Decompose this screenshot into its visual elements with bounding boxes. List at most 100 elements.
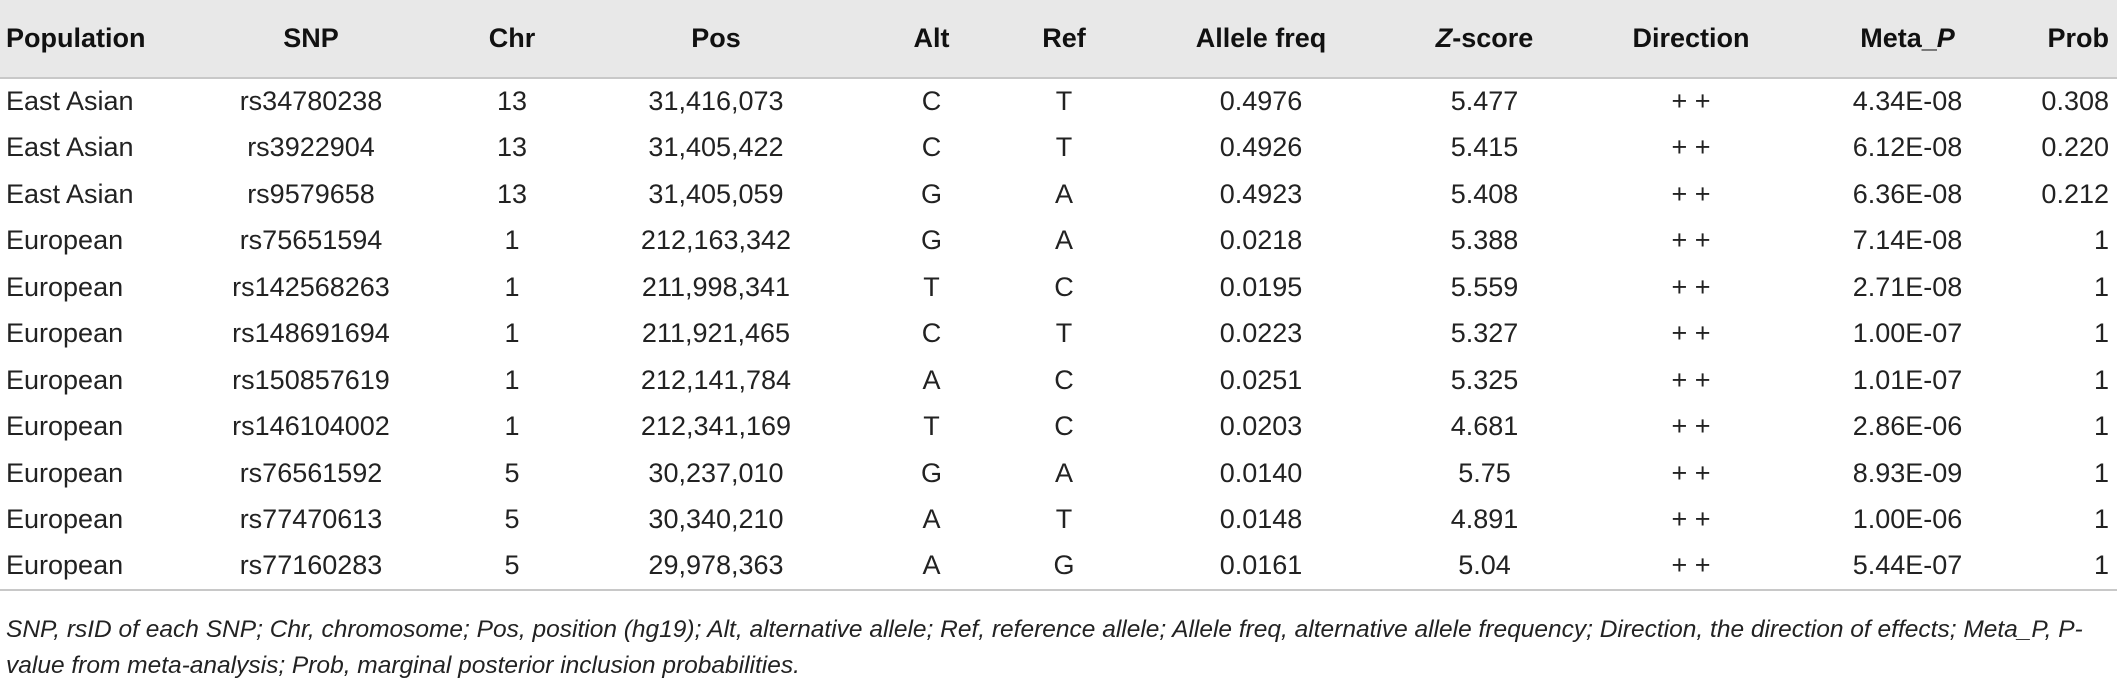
cell-alt: T <box>923 271 940 302</box>
cell-z-score: 5.415 <box>1450 132 1519 163</box>
cell-allele-freq: 0.0148 <box>1219 504 1303 535</box>
cell-alt: A <box>922 504 941 535</box>
cell-chr: 5 <box>457 543 567 591</box>
header-ref: Ref <box>998 0 1130 79</box>
cell-pos: 212,341,169 <box>640 411 792 442</box>
cell-meta-p: 1.00E-06 <box>1852 504 1963 535</box>
cell-prob: 0.212 <box>2041 178 2109 209</box>
cell-direction: + + <box>1671 132 1711 163</box>
cell-snp: rs9579658 <box>247 178 375 209</box>
table-row: European rs75651594 1 212,163,342 G A 0.0218 5.… <box>0 218 2117 265</box>
table-row: European rs146104002 1 212,341,169 T C 0.0203 4… <box>0 404 2117 451</box>
cell-allele-freq: 0.0223 <box>1219 318 1303 349</box>
cell-chr: 13 <box>496 132 528 163</box>
cell-ref: T <box>1055 86 1073 117</box>
cell-ref: A <box>1054 178 1073 209</box>
header-snp: SNP <box>165 0 457 79</box>
header-z-score-italic: Z <box>1435 23 1453 53</box>
cell-population: European <box>6 271 124 302</box>
cell-chr: 1 <box>504 318 520 349</box>
cell-pos: 212,141,784 <box>640 364 792 395</box>
cell-snp: rs76561592 <box>239 457 383 488</box>
cell-allele-freq: 0.4926 <box>1219 132 1303 163</box>
table-row: European rs150857619 1 212,141,784 A C 0.0251 5… <box>0 357 2117 404</box>
table-row: European rs142568263 1 211,998,341 T C 0.0195 5… <box>0 264 2117 311</box>
header-direction: Direction <box>1577 0 1805 79</box>
cell-ref: C <box>1054 411 1074 442</box>
cell-prob: 0.220 <box>2041 132 2109 163</box>
cell-population: European <box>6 364 124 395</box>
cell-chr: 5 <box>504 504 520 535</box>
cell-snp: rs150857619 <box>232 364 390 395</box>
cell-meta-p: 5.44E-07 <box>1805 543 2010 591</box>
table-row: East Asian rs3922904 13 31,405,422 C T 0.4926 5… <box>0 125 2117 172</box>
header-z-score-suffix: -score <box>1452 23 1534 53</box>
cell-chr: 13 <box>496 178 528 209</box>
cell-allele-freq: 0.4923 <box>1219 178 1303 209</box>
cell-population: East Asian <box>6 178 134 209</box>
cell-direction: + + <box>1671 457 1711 488</box>
cell-allele-freq: 0.0195 <box>1219 271 1303 302</box>
cell-z-score: 5.477 <box>1450 86 1519 117</box>
cell-z-score: 5.559 <box>1450 271 1519 302</box>
cell-population: European <box>6 411 124 442</box>
cell-ref: T <box>1055 318 1073 349</box>
cell-alt: G <box>920 225 942 256</box>
cell-meta-p: 1.00E-07 <box>1852 318 1963 349</box>
cell-snp: rs148691694 <box>232 318 390 349</box>
cell-z-score: 5.408 <box>1450 178 1519 209</box>
cell-alt: C <box>921 86 942 117</box>
cell-population: European <box>0 543 165 591</box>
cell-population: European <box>6 225 124 256</box>
cell-allele-freq: 0.0218 <box>1219 225 1303 256</box>
cell-z-score: 4.681 <box>1450 411 1519 442</box>
cell-population: European <box>6 318 124 349</box>
cell-meta-p: 8.93E-09 <box>1852 457 1963 488</box>
cell-alt: A <box>865 543 998 591</box>
cell-direction: + + <box>1671 86 1711 117</box>
cell-meta-p: 4.34E-08 <box>1852 86 1963 117</box>
cell-prob: 1 <box>2010 543 2117 591</box>
cell-snp: rs3922904 <box>247 132 375 163</box>
header-prob: Prob <box>2010 0 2117 79</box>
cell-pos: 29,978,363 <box>567 543 865 591</box>
cell-snp: rs34780238 <box>239 86 383 117</box>
cell-pos: 31,405,059 <box>648 178 784 209</box>
header-alt: Alt <box>865 0 998 79</box>
cell-meta-p: 6.36E-08 <box>1852 178 1963 209</box>
cell-meta-p: 6.12E-08 <box>1852 132 1963 163</box>
cell-prob: 1 <box>2093 271 2109 302</box>
cell-snp: rs142568263 <box>232 271 390 302</box>
cell-chr: 13 <box>496 86 528 117</box>
cell-snp: rs146104002 <box>232 411 390 442</box>
cell-prob: 1 <box>2093 364 2109 395</box>
cell-alt: T <box>923 411 940 442</box>
cell-chr: 1 <box>504 225 520 256</box>
cell-prob: 0.308 <box>2041 86 2109 117</box>
cell-alt: C <box>921 132 942 163</box>
table-row: East Asian rs34780238 13 31,416,073 C T 0.4976… <box>0 78 2117 125</box>
cell-direction: + + <box>1577 543 1805 591</box>
cell-direction: + + <box>1671 225 1711 256</box>
table-row: European rs77470613 5 30,340,210 A T 0.0148 4.8… <box>0 497 2117 544</box>
cell-pos: 211,921,465 <box>641 318 791 349</box>
cell-chr: 1 <box>504 364 520 395</box>
cell-prob: 1 <box>2093 504 2109 535</box>
table-row: East Asian rs9579658 13 31,405,059 G A 0.4923 5… <box>0 171 2117 218</box>
table-row: European rs76561592 5 30,237,010 G A 0.0140 5.7… <box>0 450 2117 497</box>
header-allele-freq: Allele freq <box>1130 0 1392 79</box>
cell-z-score: 5.327 <box>1450 318 1519 349</box>
cell-ref: A <box>1054 457 1073 488</box>
cell-population: East Asian <box>6 86 134 117</box>
cell-z-score: 5.75 <box>1458 457 1511 488</box>
cell-chr: 1 <box>504 271 520 302</box>
cell-z-score: 4.891 <box>1450 504 1519 535</box>
cell-prob: 1 <box>2093 457 2109 488</box>
cell-alt: G <box>920 178 942 209</box>
cell-pos: 211,998,341 <box>641 271 791 302</box>
cell-ref: T <box>1055 504 1073 535</box>
cell-ref: G <box>998 543 1130 591</box>
cell-allele-freq: 0.0203 <box>1219 411 1303 442</box>
cell-allele-freq: 0.0251 <box>1219 364 1303 395</box>
